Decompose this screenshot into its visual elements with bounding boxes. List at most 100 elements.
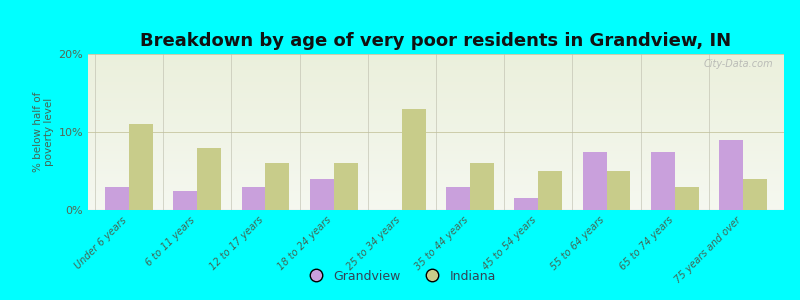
Bar	[514, 198, 538, 210]
Bar	[88, 74, 784, 76]
Bar	[88, 79, 784, 80]
Bar	[88, 132, 784, 134]
Bar	[88, 59, 784, 60]
Bar	[88, 112, 784, 113]
Bar	[88, 182, 784, 184]
Bar	[88, 85, 784, 87]
Bar	[88, 127, 784, 129]
Bar	[88, 190, 784, 191]
Bar	[88, 65, 784, 67]
Bar	[88, 115, 784, 116]
Title: Breakdown by age of very poor residents in Grandview, IN: Breakdown by age of very poor residents …	[141, 32, 731, 50]
Y-axis label: % below half of
poverty level: % below half of poverty level	[33, 92, 54, 172]
Bar	[88, 184, 784, 185]
Bar	[88, 199, 784, 201]
Bar	[88, 62, 784, 63]
Bar	[88, 70, 784, 71]
Bar	[675, 187, 698, 210]
Bar	[88, 77, 784, 79]
Bar	[88, 88, 784, 90]
Bar	[88, 193, 784, 194]
Bar	[88, 143, 784, 145]
Bar	[88, 180, 784, 182]
Bar	[88, 71, 784, 73]
Bar	[88, 196, 784, 197]
Bar	[88, 160, 784, 162]
Bar	[129, 124, 153, 210]
Bar	[310, 179, 334, 210]
Bar	[88, 187, 784, 188]
Bar	[88, 107, 784, 109]
Bar	[88, 123, 784, 124]
Bar	[582, 152, 606, 210]
Bar	[88, 197, 784, 199]
Legend: Grandview, Indiana: Grandview, Indiana	[298, 265, 502, 288]
Bar	[88, 138, 784, 140]
Bar	[88, 172, 784, 174]
Bar	[88, 116, 784, 118]
Bar	[88, 92, 784, 93]
Bar	[88, 176, 784, 177]
Bar	[88, 177, 784, 179]
Bar	[88, 162, 784, 163]
Bar	[88, 84, 784, 85]
Bar	[88, 202, 784, 204]
Bar	[88, 194, 784, 196]
Bar	[88, 152, 784, 154]
Bar	[470, 163, 494, 210]
Bar	[88, 158, 784, 160]
Bar	[88, 124, 784, 126]
Bar	[266, 163, 290, 210]
Bar	[88, 129, 784, 130]
Bar	[88, 68, 784, 70]
Bar	[88, 146, 784, 148]
Bar	[88, 90, 784, 92]
Bar	[88, 188, 784, 190]
Bar	[651, 152, 675, 210]
Bar	[88, 99, 784, 101]
Bar	[88, 205, 784, 207]
Bar	[88, 149, 784, 151]
Bar	[88, 80, 784, 82]
Bar	[88, 60, 784, 62]
Bar	[88, 98, 784, 99]
Bar	[88, 141, 784, 143]
Bar	[88, 207, 784, 208]
Bar	[88, 109, 784, 110]
Bar	[88, 148, 784, 149]
Bar	[88, 110, 784, 112]
Bar	[88, 126, 784, 127]
Bar	[402, 109, 426, 210]
Bar	[88, 102, 784, 104]
Bar	[88, 169, 784, 171]
Bar	[105, 187, 129, 210]
Bar	[88, 157, 784, 158]
Bar	[88, 54, 784, 56]
Bar	[88, 130, 784, 132]
Bar	[88, 94, 784, 96]
Bar	[242, 187, 266, 210]
Bar	[88, 174, 784, 176]
Bar	[88, 104, 784, 106]
Bar	[88, 155, 784, 157]
Bar	[88, 140, 784, 141]
Bar	[88, 56, 784, 57]
Bar	[88, 171, 784, 172]
Bar	[88, 201, 784, 202]
Bar	[197, 148, 221, 210]
Bar	[88, 145, 784, 146]
Bar	[88, 67, 784, 68]
Bar	[606, 171, 630, 210]
Bar	[88, 151, 784, 152]
Bar	[88, 57, 784, 59]
Bar	[88, 101, 784, 102]
Bar	[88, 154, 784, 155]
Bar	[88, 82, 784, 84]
Bar	[88, 113, 784, 115]
Bar	[88, 135, 784, 137]
Bar	[88, 93, 784, 94]
Bar	[88, 134, 784, 135]
Bar	[88, 73, 784, 74]
Bar	[743, 179, 767, 210]
Bar	[88, 87, 784, 88]
